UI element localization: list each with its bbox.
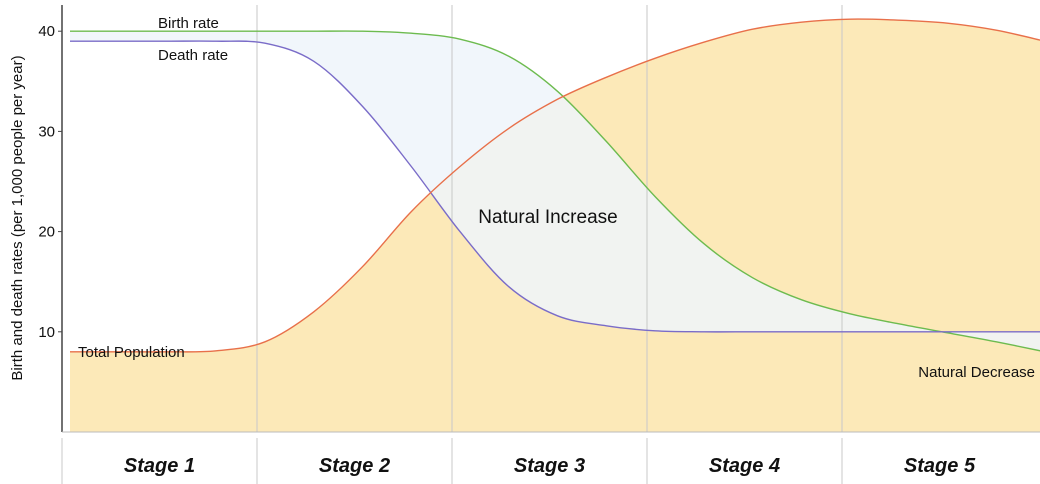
natural-increase-area <box>70 31 1040 351</box>
total-population-line <box>70 18 1040 353</box>
birth-rate-label: Birth rate <box>158 15 219 32</box>
y-axis-label: Birth and death rates (per 1,000 people … <box>9 55 26 380</box>
stage-label: Stage 1 <box>124 455 195 477</box>
y-tick-label: 20 <box>38 224 55 241</box>
death-rate-label: Death rate <box>158 47 228 64</box>
stage-gridlines <box>61 5 843 484</box>
total-population-label: Total Population <box>78 344 185 361</box>
area-fills <box>70 19 1040 432</box>
axes <box>61 5 1040 433</box>
natural-increase-label: Natural Increase <box>478 207 617 228</box>
series-labels: Birth rate Death rate Total Population N… <box>78 15 1035 381</box>
stage-label: Stage 5 <box>904 455 976 477</box>
stage-label: Stage 3 <box>514 455 585 477</box>
stage-labels: Stage 1 Stage 2 Stage 3 Stage 4 Stage 5 <box>124 455 976 477</box>
series-lines <box>69 18 1040 353</box>
natural-decrease-label: Natural Decrease <box>918 364 1035 381</box>
y-tick-label: 10 <box>38 324 55 341</box>
birth-rate-line <box>69 30 1040 352</box>
y-ticks: 10 20 30 40 <box>38 23 62 341</box>
stage-label: Stage 2 <box>319 455 390 477</box>
y-tick-label: 40 <box>38 23 55 40</box>
death-rate-line <box>69 40 1040 333</box>
y-tick-label: 30 <box>38 123 55 140</box>
stage-label: Stage 4 <box>709 455 780 477</box>
